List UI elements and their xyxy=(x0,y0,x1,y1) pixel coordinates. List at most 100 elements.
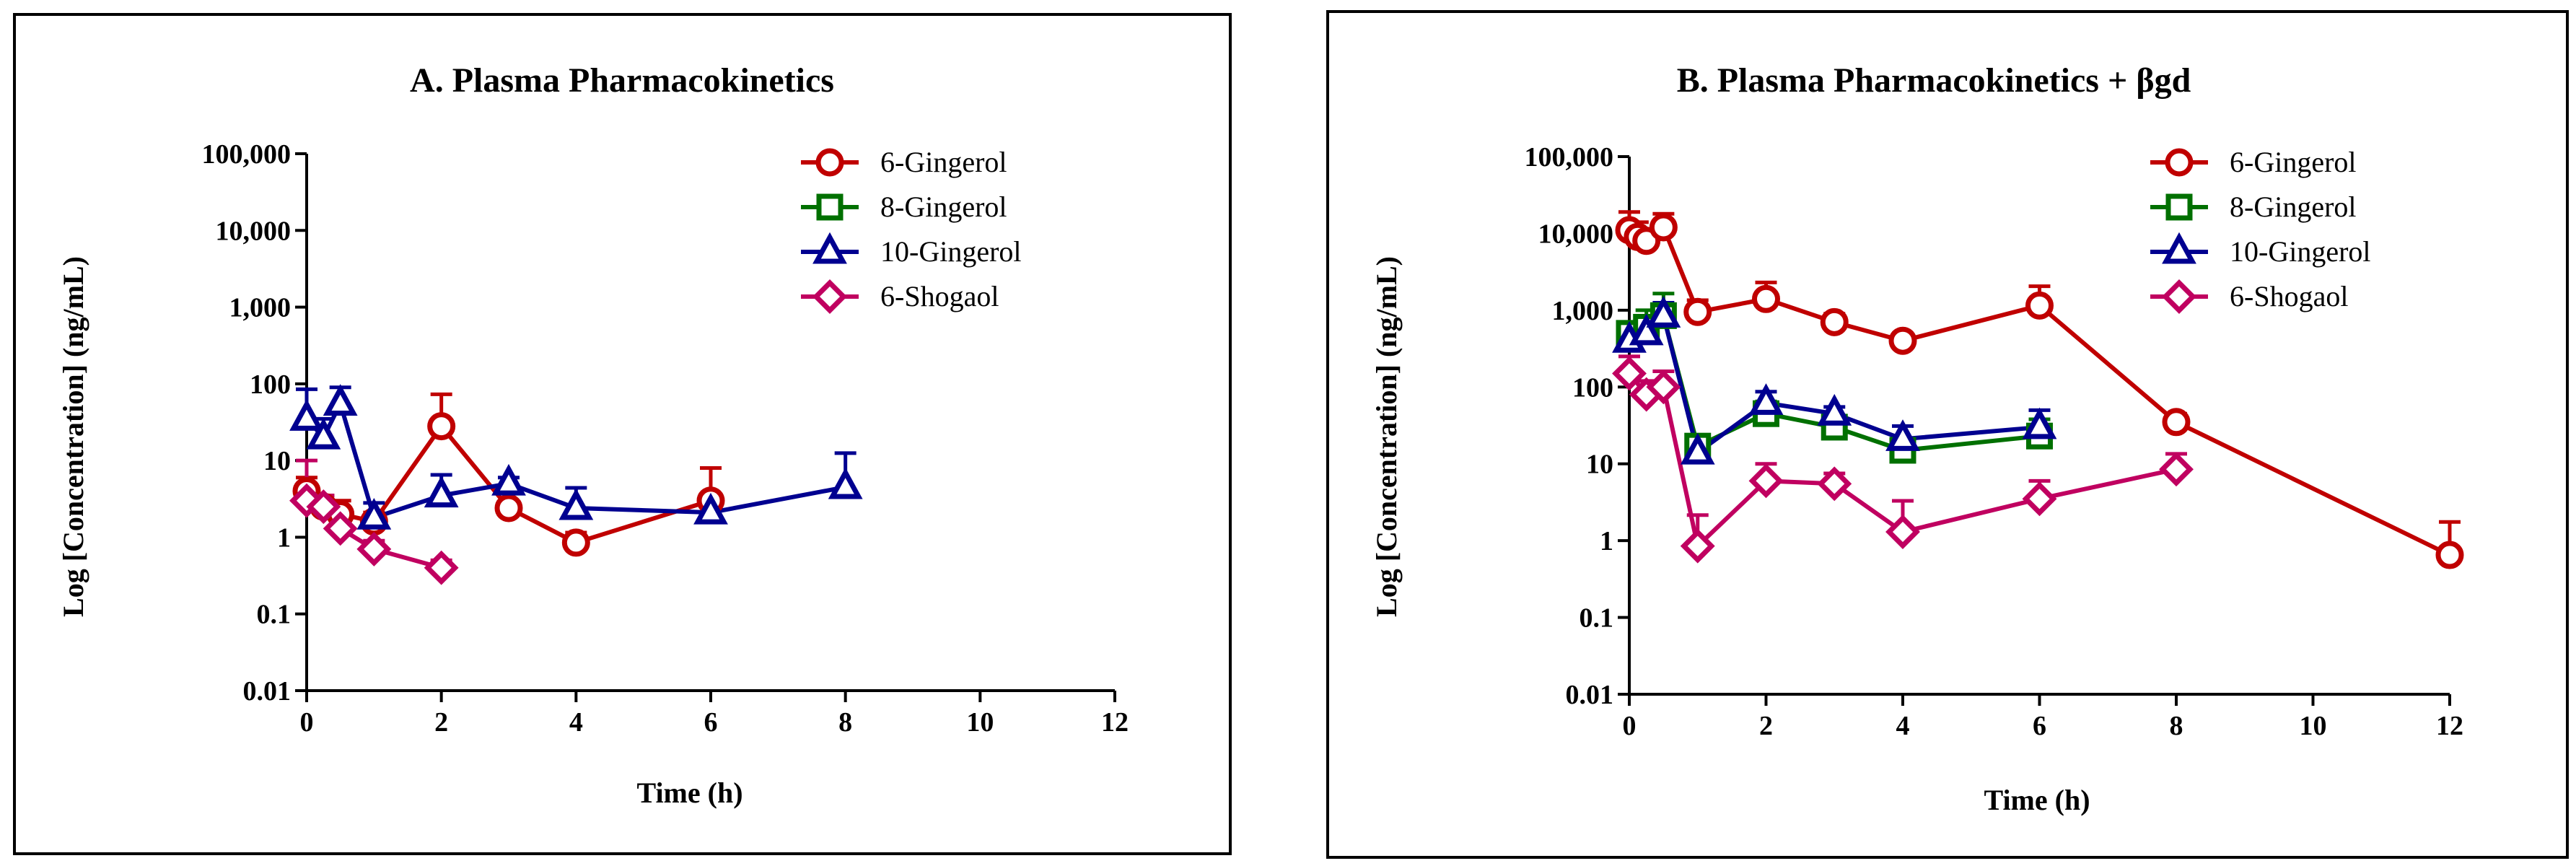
panel-b-legend: 6-Gingerol 8-Gingerol 10-Gingerol 6-Shogaol xyxy=(2150,146,2371,314)
panel-b-legend-item-6-gingerol: 6-Gingerol xyxy=(2150,146,2357,178)
panel-b-data-point-6-gingerol xyxy=(1888,326,1917,355)
panel-b-data-point-10-gingerol xyxy=(1646,296,1681,328)
panel-a-axes: 0.01 0.1 1 10 100 1,000 10,000 100,000 0 2 4 6 8 10 12 xyxy=(202,139,1129,738)
panel-b: B. Plasma Pharmacokinetics + βgd Time (h… xyxy=(1326,10,2569,859)
panel-b-frame xyxy=(1326,10,2569,859)
panel-b-data-point-10-gingerol xyxy=(1680,432,1715,465)
panel-a-legend-marker-6-gingerol xyxy=(815,148,844,177)
panel-a: A. Plasma Pharmacokinetics Time (h) Log … xyxy=(13,13,1232,855)
panel-b-y-tick-label: 1 xyxy=(1600,526,1613,556)
panel-b-data-point-6-gingerol xyxy=(1683,297,1712,326)
panel-a-data-point-10-gingerol xyxy=(558,488,594,520)
panel-a-markers-10-gingerol xyxy=(289,384,863,530)
panel-b-y-axis-label: Log [Concentration] (ng/mL) xyxy=(1370,256,1403,617)
panel-a-x-axis-label: Time (h) xyxy=(636,777,742,809)
panel-b-legend-label-8-gingerol: 8-Gingerol xyxy=(2230,191,2357,223)
panel-b-data-point-6-gingerol xyxy=(1820,307,1849,336)
panel-b-legend-marker-6-shogaol xyxy=(2162,279,2196,314)
panel-a-data-point-6-shogaol xyxy=(424,550,459,585)
panel-b-legend-item-8-gingerol: 8-Gingerol xyxy=(2150,191,2357,223)
panel-a-legend-marker-8-gingerol xyxy=(816,193,844,221)
panel-a-y-tick-label: 10 xyxy=(263,446,291,476)
panel-a-legend-item-6-gingerol: 6-Gingerol xyxy=(801,146,1007,178)
panel-a-data-point-6-shogaol xyxy=(356,531,392,567)
panel-b-data-point-6-shogaol xyxy=(1612,356,1647,391)
panel-b-y-tick-label: 1,000 xyxy=(1552,296,1614,326)
panel-a-data-point-6-gingerol xyxy=(494,494,523,522)
panel-a-legend-label-6-gingerol: 6-Gingerol xyxy=(880,146,1007,178)
panel-b-series xyxy=(1612,210,2464,569)
panel-a-markers-6-shogaol xyxy=(289,483,459,585)
panel-a-x-tick-label: 10 xyxy=(966,707,994,738)
panel-b-x-tick-label: 4 xyxy=(1896,711,1910,741)
panel-b-title: B. Plasma Pharmacokinetics + βgd xyxy=(1677,61,2191,100)
panel-b-legend-marker-6-gingerol xyxy=(2165,148,2194,177)
panel-b-data-point-6-shogaol xyxy=(1646,369,1681,405)
panel-b-data-point-10-gingerol xyxy=(1748,383,1784,415)
panel-b-legend-item-10-gingerol: 10-Gingerol xyxy=(2150,232,2371,268)
panel-a-y-tick-label: 100 xyxy=(250,369,291,400)
panel-b-data-point-6-shogaol xyxy=(2159,452,2194,487)
panel-a-series xyxy=(289,384,863,585)
panel-a-x-tick-label: 12 xyxy=(1101,707,1129,738)
panel-a-data-point-6-gingerol xyxy=(561,528,590,557)
panel-a-data-point-10-gingerol xyxy=(693,492,728,525)
panel-a-legend-label-6-shogaol: 6-Shogaol xyxy=(880,280,999,312)
panel-a-y-tick-label: 10,000 xyxy=(216,216,292,246)
panel-b-legend-label-6-shogaol: 6-Shogaol xyxy=(2230,280,2348,312)
panel-b-legend-item-6-shogaol: 6-Shogaol xyxy=(2150,279,2348,314)
panel-b-data-point-6-shogaol xyxy=(1680,528,1715,564)
panel-b-x-tick-label: 8 xyxy=(2170,711,2183,741)
panel-b-y-tick-label: 10 xyxy=(1586,450,1613,480)
panel-a-y-tick-label: 0.01 xyxy=(243,676,292,707)
panel-a-data-point-10-gingerol xyxy=(828,467,863,499)
panel-a-data-point-10-gingerol xyxy=(356,497,392,530)
panel-b-x-tick-label: 2 xyxy=(1759,711,1773,741)
panel-a-data-point-10-gingerol xyxy=(424,476,459,508)
panel-b-legend-label-10-gingerol: 10-Gingerol xyxy=(2230,235,2371,268)
panel-a-legend-item-10-gingerol: 10-Gingerol xyxy=(801,232,1022,268)
panel-a-x-tick-label: 2 xyxy=(434,707,448,738)
panel-a-legend-item-6-shogaol: 6-Shogaol xyxy=(801,279,999,314)
panel-b-x-axis-label: Time (h) xyxy=(1984,784,2090,816)
panel-a-x-tick-label: 8 xyxy=(838,707,852,738)
panel-b-x-tick-label: 0 xyxy=(1623,711,1637,741)
panel-b-y-tick-label: 10,000 xyxy=(1538,219,1614,249)
panel-a-data-point-6-shogaol xyxy=(306,489,341,525)
panel-a-legend-marker-10-gingerol xyxy=(812,232,847,264)
panel-a-legend-label-10-gingerol: 10-Gingerol xyxy=(880,235,1022,268)
panel-b-x-tick-label: 6 xyxy=(2033,711,2046,741)
panel-a-legend-label-8-gingerol: 8-Gingerol xyxy=(880,191,1007,223)
panel-a-data-point-10-gingerol xyxy=(323,384,358,416)
panel-a-x-tick-label: 6 xyxy=(704,707,718,738)
panel-b-legend-marker-8-gingerol xyxy=(2165,193,2193,221)
panel-b-data-point-10-gingerol xyxy=(1629,313,1664,346)
panel-b-data-point-6-shogaol xyxy=(1885,515,1920,549)
panel-b-data-point-10-gingerol xyxy=(2022,407,2057,439)
panel-a-data-point-10-gingerol xyxy=(491,463,526,496)
panel-a-data-point-6-shogaol xyxy=(323,511,358,546)
panel-b-data-point-10-gingerol xyxy=(1817,393,1852,426)
panel-a-data-point-10-gingerol xyxy=(289,399,324,431)
panel-a-legend: 6-Gingerol 8-Gingerol 10-Gingerol 6-Shogaol xyxy=(801,146,1022,314)
panel-b-markers-6-shogaol xyxy=(1612,356,2194,564)
panel-b-y-tick-label: 100 xyxy=(1572,372,1613,403)
panel-b-x-tick-label: 10 xyxy=(2300,711,2327,741)
panel-a-y-tick-label: 0.1 xyxy=(257,600,292,630)
panel-a-data-point-6-gingerol xyxy=(427,412,456,441)
panel-a-y-axis-label: Log [Concentration] (ng/mL) xyxy=(57,256,89,617)
panel-a-x-tick-label: 4 xyxy=(569,707,583,738)
panel-b-data-point-6-shogaol xyxy=(1748,463,1784,499)
panel-b-data-point-10-gingerol xyxy=(1885,419,1920,451)
panel-b-data-point-6-gingerol xyxy=(2025,291,2054,320)
panel-b-data-point-6-shogaol xyxy=(2022,481,2057,517)
panel-a-legend-marker-6-shogaol xyxy=(812,279,847,314)
panel-b-data-point-6-gingerol xyxy=(2162,408,2191,437)
panel-b-data-point-6-gingerol xyxy=(1752,284,1780,313)
panel-b-data-point-6-gingerol xyxy=(1649,213,1678,242)
panel-b-markers-6-gingerol xyxy=(1615,213,2464,569)
panel-b-legend-label-6-gingerol: 6-Gingerol xyxy=(2230,146,2357,178)
panel-a-legend-item-8-gingerol: 8-Gingerol xyxy=(801,191,1007,223)
panel-a-frame xyxy=(13,13,1232,855)
